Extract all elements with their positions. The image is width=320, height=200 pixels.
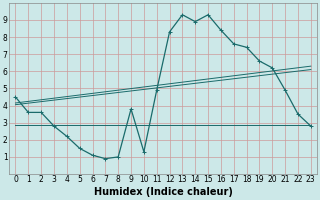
X-axis label: Humidex (Indice chaleur): Humidex (Indice chaleur) — [94, 187, 233, 197]
